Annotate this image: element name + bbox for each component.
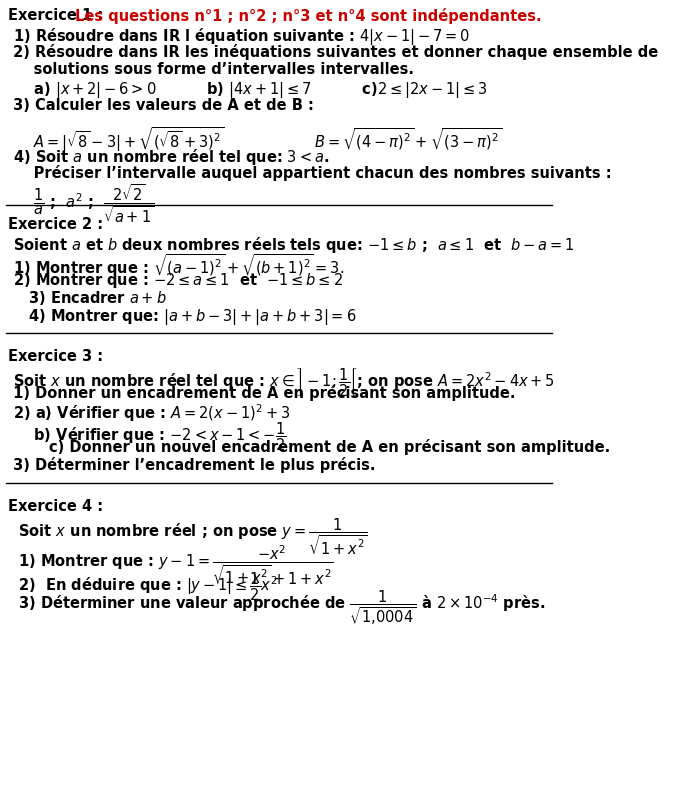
Text: c) Donner un nouvel encadrement de A en précisant son amplitude.: c) Donner un nouvel encadrement de A en … — [8, 439, 610, 455]
Text: 1) Donner un encadrement de A en précisant son amplitude.: 1) Donner un encadrement de A en précisa… — [8, 384, 516, 400]
Text: 4) Montrer que: $|a+b-3|+|a+b+3|=6$: 4) Montrer que: $|a+b-3|+|a+b+3|=6$ — [8, 307, 357, 327]
Text: Les questions n°1 ; n°2 ; n°3 et n°4 sont indépendantes.: Les questions n°1 ; n°2 ; n°3 et n°4 son… — [75, 8, 542, 24]
Text: 3) Déterminer l’encadrement le plus précis.: 3) Déterminer l’encadrement le plus préc… — [8, 457, 375, 473]
Text: 2)  En déduire que : $|y-1|\leq\dfrac{1}{2}x^{2}$: 2) En déduire que : $|y-1|\leq\dfrac{1}{… — [8, 570, 278, 603]
Text: 3) Calculer les valeurs de A et de B :: 3) Calculer les valeurs de A et de B : — [8, 98, 314, 113]
Text: 3) Encadrer $a+b$: 3) Encadrer $a+b$ — [8, 288, 167, 307]
Text: solutions sous forme d’intervalles intervalles.: solutions sous forme d’intervalles inter… — [8, 62, 414, 77]
Text: Soit $x$ un nombre réel tel que : $x\in\left]-1;\dfrac{1}{2}\right[$; on pose $A: Soit $x$ un nombre réel tel que : $x\in\… — [8, 367, 555, 399]
Text: Soit $x$ un nombre réel ; on pose $y=\dfrac{1}{\sqrt{1+x^{2}}}$: Soit $x$ un nombre réel ; on pose $y=\df… — [8, 517, 368, 557]
Text: 2) a) Vérifier que : $A=2(x-1)^{2}+3$: 2) a) Vérifier que : $A=2(x-1)^{2}+3$ — [8, 403, 290, 425]
Text: $A = |\sqrt{8}-3|+\sqrt{(\sqrt{8}+3)^{2}}$                  $B = \sqrt{(4-\pi)^{: $A = |\sqrt{8}-3|+\sqrt{(\sqrt{8}+3)^{2}… — [8, 125, 502, 154]
Text: 3) Déterminer une valeur approchée de $\dfrac{1}{\sqrt{1{,}0004}}$ à $2\times 10: 3) Déterminer une valeur approchée de $\… — [8, 589, 545, 627]
Text: 4) Soit $a$ un nombre réel tel que: $3 < a$.: 4) Soit $a$ un nombre réel tel que: $3 <… — [8, 147, 329, 167]
Text: 2) Montrer que : $-2\leq a\leq 1$  et  $-1\leq b\leq 2$: 2) Montrer que : $-2\leq a\leq 1$ et $-1… — [8, 271, 343, 290]
Text: Soient $a$ et $b$ deux nombres réels tels que: $-1\leq b$ ;  $a\leq 1$  et  $b-a: Soient $a$ et $b$ deux nombres réels tel… — [8, 235, 575, 255]
Text: Préciser l’intervalle auquel appartient chacun des nombres suivants :: Préciser l’intervalle auquel appartient … — [8, 164, 612, 180]
Text: 1) Montrer que : $\sqrt{(a-1)^{2}}+\sqrt{(b+1)^{2}}=3.$: 1) Montrer que : $\sqrt{(a-1)^{2}}+\sqrt… — [8, 252, 345, 280]
Text: Exercice 3 :: Exercice 3 : — [8, 348, 103, 364]
Text: a) $|x+2|-6>0$          b) $|4x+1|\leq 7$          c)$2\leq|2x-1|\leq 3$: a) $|x+2|-6>0$ b) $|4x+1|\leq 7$ c)$2\le… — [8, 80, 488, 100]
Text: Exercice 1 :: Exercice 1 : — [8, 8, 124, 23]
Text: Exercice 2 :: Exercice 2 : — [8, 216, 103, 231]
Text: 1) Résoudre dans IR l équation suivante : $4|x-1|-7=0$: 1) Résoudre dans IR l équation suivante … — [8, 26, 471, 47]
Text: Exercice 4 :: Exercice 4 : — [8, 498, 103, 513]
Text: 2) Résoudre dans IR les inéquations suivantes et donner chaque ensemble de: 2) Résoudre dans IR les inéquations suiv… — [8, 44, 658, 60]
Text: 1) Montrer que : $y-1=\dfrac{-x^{2}}{\sqrt{1+x^{2}}+1+x^{2}}$: 1) Montrer que : $y-1=\dfrac{-x^{2}}{\sq… — [8, 544, 334, 586]
Text: b) Vérifier que : $-2 < x-1 < -\dfrac{1}{2}$: b) Vérifier que : $-2 < x-1 < -\dfrac{1}… — [8, 421, 287, 453]
Text: $\dfrac{1}{a}$ ;  $a^{2}$ ;  $\dfrac{2\sqrt{2}}{\sqrt{a+1}}$: $\dfrac{1}{a}$ ; $a^{2}$ ; $\dfrac{2\sqr… — [8, 183, 154, 225]
